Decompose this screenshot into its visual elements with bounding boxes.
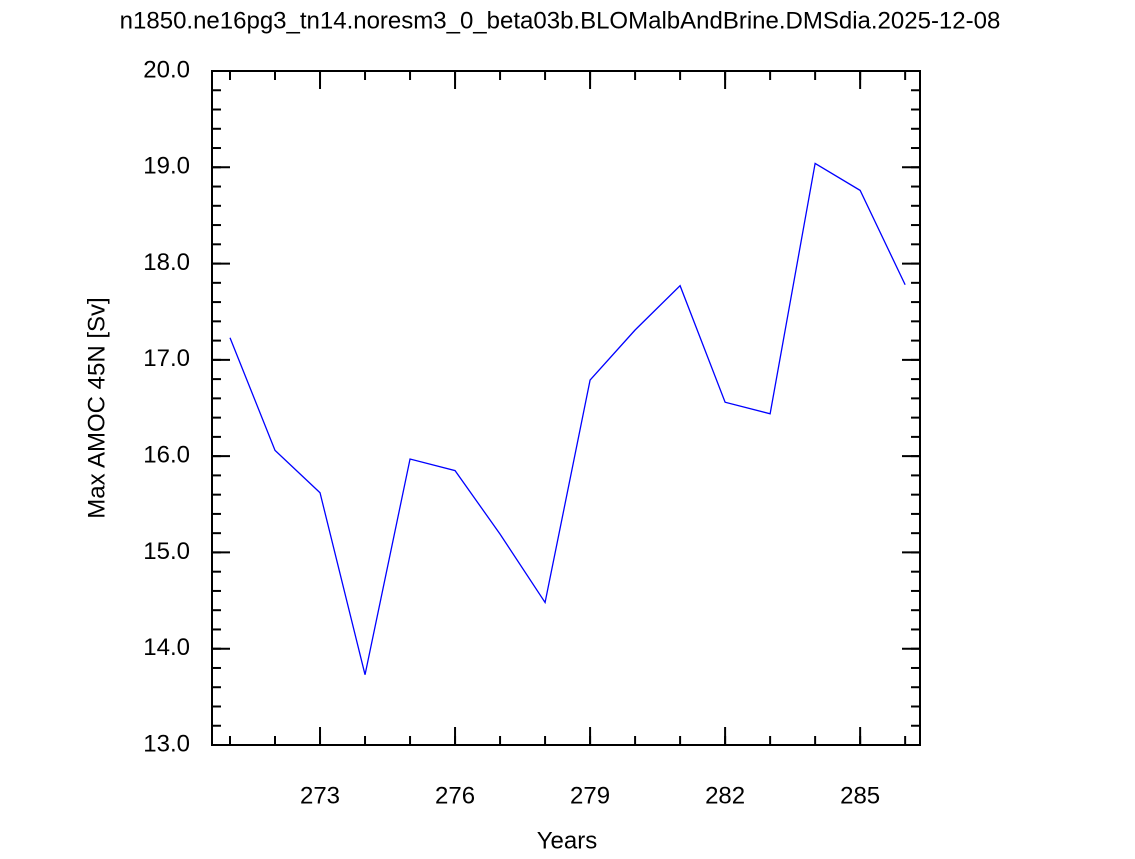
y-tick-label: 20.0 <box>143 56 190 83</box>
y-tick-label: 14.0 <box>143 634 190 661</box>
y-tick-label: 18.0 <box>143 249 190 276</box>
x-tick-label: 273 <box>300 782 340 809</box>
y-tick-label: 19.0 <box>143 153 190 180</box>
x-tick-label: 276 <box>435 782 475 809</box>
plot-frame <box>211 70 921 746</box>
y-axis-label: Max AMOC 45N [Sv] <box>83 297 110 518</box>
x-tick-label: 279 <box>570 782 610 809</box>
x-tick-label: 282 <box>705 782 745 809</box>
chart-title: n1850.ne16pg3_tn14.noresm3_0_beta03b.BLO… <box>120 7 1001 34</box>
y-tick-label: 15.0 <box>143 538 190 565</box>
x-axis-label: Years <box>537 827 598 854</box>
y-tick-label: 13.0 <box>143 730 190 757</box>
y-tick-label: 17.0 <box>143 345 190 372</box>
y-tick-label: 16.0 <box>143 441 190 468</box>
data-line <box>229 162 906 675</box>
x-tick-label: 285 <box>840 782 880 809</box>
